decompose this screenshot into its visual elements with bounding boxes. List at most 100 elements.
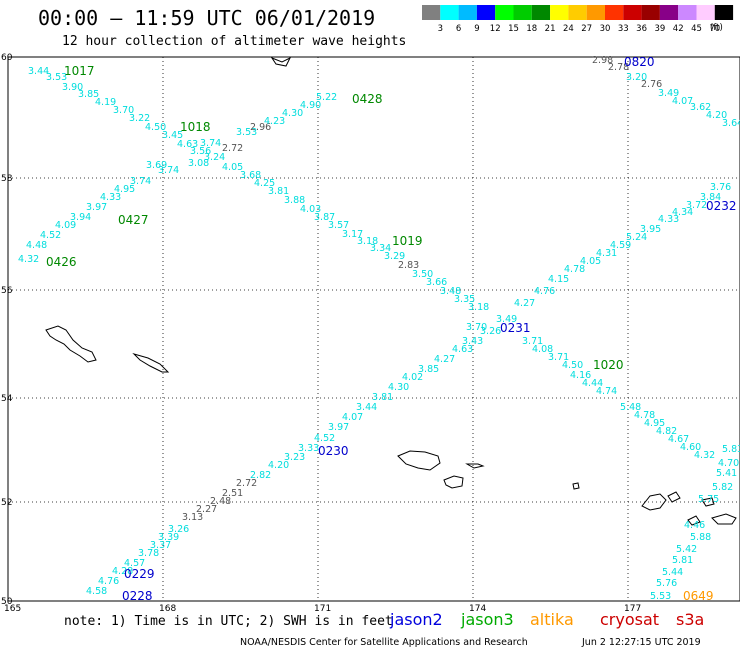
wave-height-value: 4.52 <box>314 433 335 444</box>
wave-height-value: 4.27 <box>434 354 455 365</box>
wave-height-value: 4.50 <box>562 360 583 371</box>
island-attu <box>397 450 441 471</box>
wave-height-value: 3.22 <box>129 113 150 124</box>
wave-height-value: 2.82 <box>250 470 271 481</box>
wave-height-value: 3.29 <box>384 251 405 262</box>
colorbar-swatch <box>531 5 551 20</box>
lon-tick-label: 171 <box>314 604 331 614</box>
wave-height-value: 5.44 <box>662 567 683 578</box>
track-time-label: 0428 <box>352 92 383 106</box>
wave-height-value: 3.71 <box>522 336 543 347</box>
colorbar-swatch <box>495 5 514 20</box>
colorbar-swatch <box>422 5 441 20</box>
wave-height-value: 3.24 <box>204 152 225 163</box>
wave-height-value: 4.23 <box>264 116 285 127</box>
wave-height-value: 4.08 <box>532 344 553 355</box>
colorbar-swatch <box>458 5 477 20</box>
wave-height-value: 4.27 <box>514 298 535 309</box>
colorbar-label: 15 <box>508 24 519 34</box>
track-time-label: 0230 <box>318 444 349 458</box>
wave-height-value: 3.50 <box>412 269 433 280</box>
wave-height-value: 4.32 <box>18 254 39 265</box>
wave-height-value: 3.62 <box>690 102 711 113</box>
wave-height-value: 4.76 <box>98 576 119 587</box>
wave-height-value: 4.07 <box>672 96 693 107</box>
track-time-label: 0649 <box>683 589 714 603</box>
legend-s3a: s3a <box>676 610 704 629</box>
wave-height-value: 3.76 <box>710 182 731 193</box>
colorbar-swatch <box>550 5 569 20</box>
island-rat-1 <box>701 497 715 507</box>
wave-height-value: 4.02 <box>402 372 423 383</box>
page-subtitle: 12 hour collection of altimeter wave hei… <box>62 34 406 49</box>
wave-height-value: 4.16 <box>570 370 591 381</box>
lat-tick-label: 58 <box>1 174 13 184</box>
wave-height-value: 4.74 <box>596 386 617 397</box>
wave-height-value: 4.33 <box>100 192 121 203</box>
island-little-kiska <box>667 491 681 503</box>
colorbar-label: 9 <box>474 24 479 34</box>
legend-altika: altika <box>530 610 574 629</box>
track-times: 0820 0428 0427 0426 1017 1018 1019 1020 0232 0231… <box>46 55 737 603</box>
wave-height-value: 4.78 <box>564 264 585 275</box>
footer-timestamp: Jun 2 12:27:15 UTC 2019 <box>581 637 701 648</box>
wave-height-value: 4.78 <box>634 410 655 421</box>
wave-height-value: 4.31 <box>596 248 617 259</box>
colorbar-swatch <box>513 5 532 20</box>
legend-cryosat: cryosat <box>600 610 659 629</box>
colorbar-label: 30 <box>600 24 611 34</box>
track-time-label: 1020 <box>593 358 624 372</box>
wave-height-value: 3.74 <box>158 165 179 176</box>
wave-height-value: 4.28 <box>112 566 133 577</box>
wave-height-value: 4.46 <box>684 520 705 531</box>
colorbar-label: 70 <box>709 24 720 34</box>
wave-height-value: 3.37 <box>150 540 171 551</box>
wave-height-value: 3.44 <box>28 66 49 77</box>
wave-height-value: 3.08 <box>188 158 209 169</box>
colorbar-swatch <box>678 5 697 20</box>
wave-height-value: 3.69 <box>146 160 167 171</box>
wave-height-value: 3.88 <box>284 195 305 206</box>
island-kamchatka-tip <box>270 56 292 67</box>
colorbar-label: 42 <box>673 24 684 34</box>
colorbar-label: 27 <box>581 24 592 34</box>
track-time-label: 1019 <box>392 234 423 248</box>
wave-height-value: 4.34 <box>672 207 693 218</box>
wave-height-value: 2.83 <box>398 260 419 271</box>
longitude-labels: 165 168 171 174 177 <box>4 604 641 614</box>
wave-height-value: 4.05 <box>580 256 601 267</box>
colorbar-label: 18 <box>526 24 537 34</box>
wave-height-value: 4.67 <box>668 434 689 445</box>
wave-height-value: 3.74 <box>130 176 151 187</box>
wave-height-value: 4.07 <box>342 412 363 423</box>
wave-height-value: 2.51 <box>222 488 243 499</box>
wave-height-value: 3.49 <box>658 88 679 99</box>
wave-height-value: 2.72 <box>222 143 243 154</box>
wave-height-value: 3.56 <box>190 146 211 157</box>
latitude-labels: 60 58 56 54 52 50 <box>1 53 13 607</box>
colorbar-swatch <box>440 5 459 20</box>
track-time-label: 0231 <box>500 321 531 335</box>
wave-height-value: 5.42 <box>676 544 697 555</box>
lon-tick-label: 165 <box>4 604 21 614</box>
wave-height-value: 4.19 <box>95 97 116 108</box>
footer-credit: NOAA/NESDIS Center for Satellite Applica… <box>240 637 528 648</box>
wave-height-value: 4.59 <box>610 240 631 251</box>
wave-height-value: 2.98 <box>592 55 613 66</box>
wave-height-value: 4.20 <box>268 460 289 471</box>
wave-height-value: 3.48 <box>440 286 461 297</box>
lon-tick-label: 174 <box>469 604 486 614</box>
colorbar-swatch <box>568 5 587 20</box>
colorbar-swatch <box>641 5 660 20</box>
wave-height-value: 3.26 <box>168 524 189 535</box>
wave-height-value: 4.95 <box>114 184 135 195</box>
wave-height-value: 3.78 <box>138 548 159 559</box>
wave-height-value: 3.43 <box>462 336 483 347</box>
wave-height-value: 4.30 <box>388 382 409 393</box>
wave-height-value: 4.63 <box>452 344 473 355</box>
colorbar-label: 3 <box>438 24 443 34</box>
track-time-label: 1017 <box>64 64 95 78</box>
wave-height-value: 2.76 <box>641 79 662 90</box>
wave-height-value: 4.30 <box>282 108 303 119</box>
